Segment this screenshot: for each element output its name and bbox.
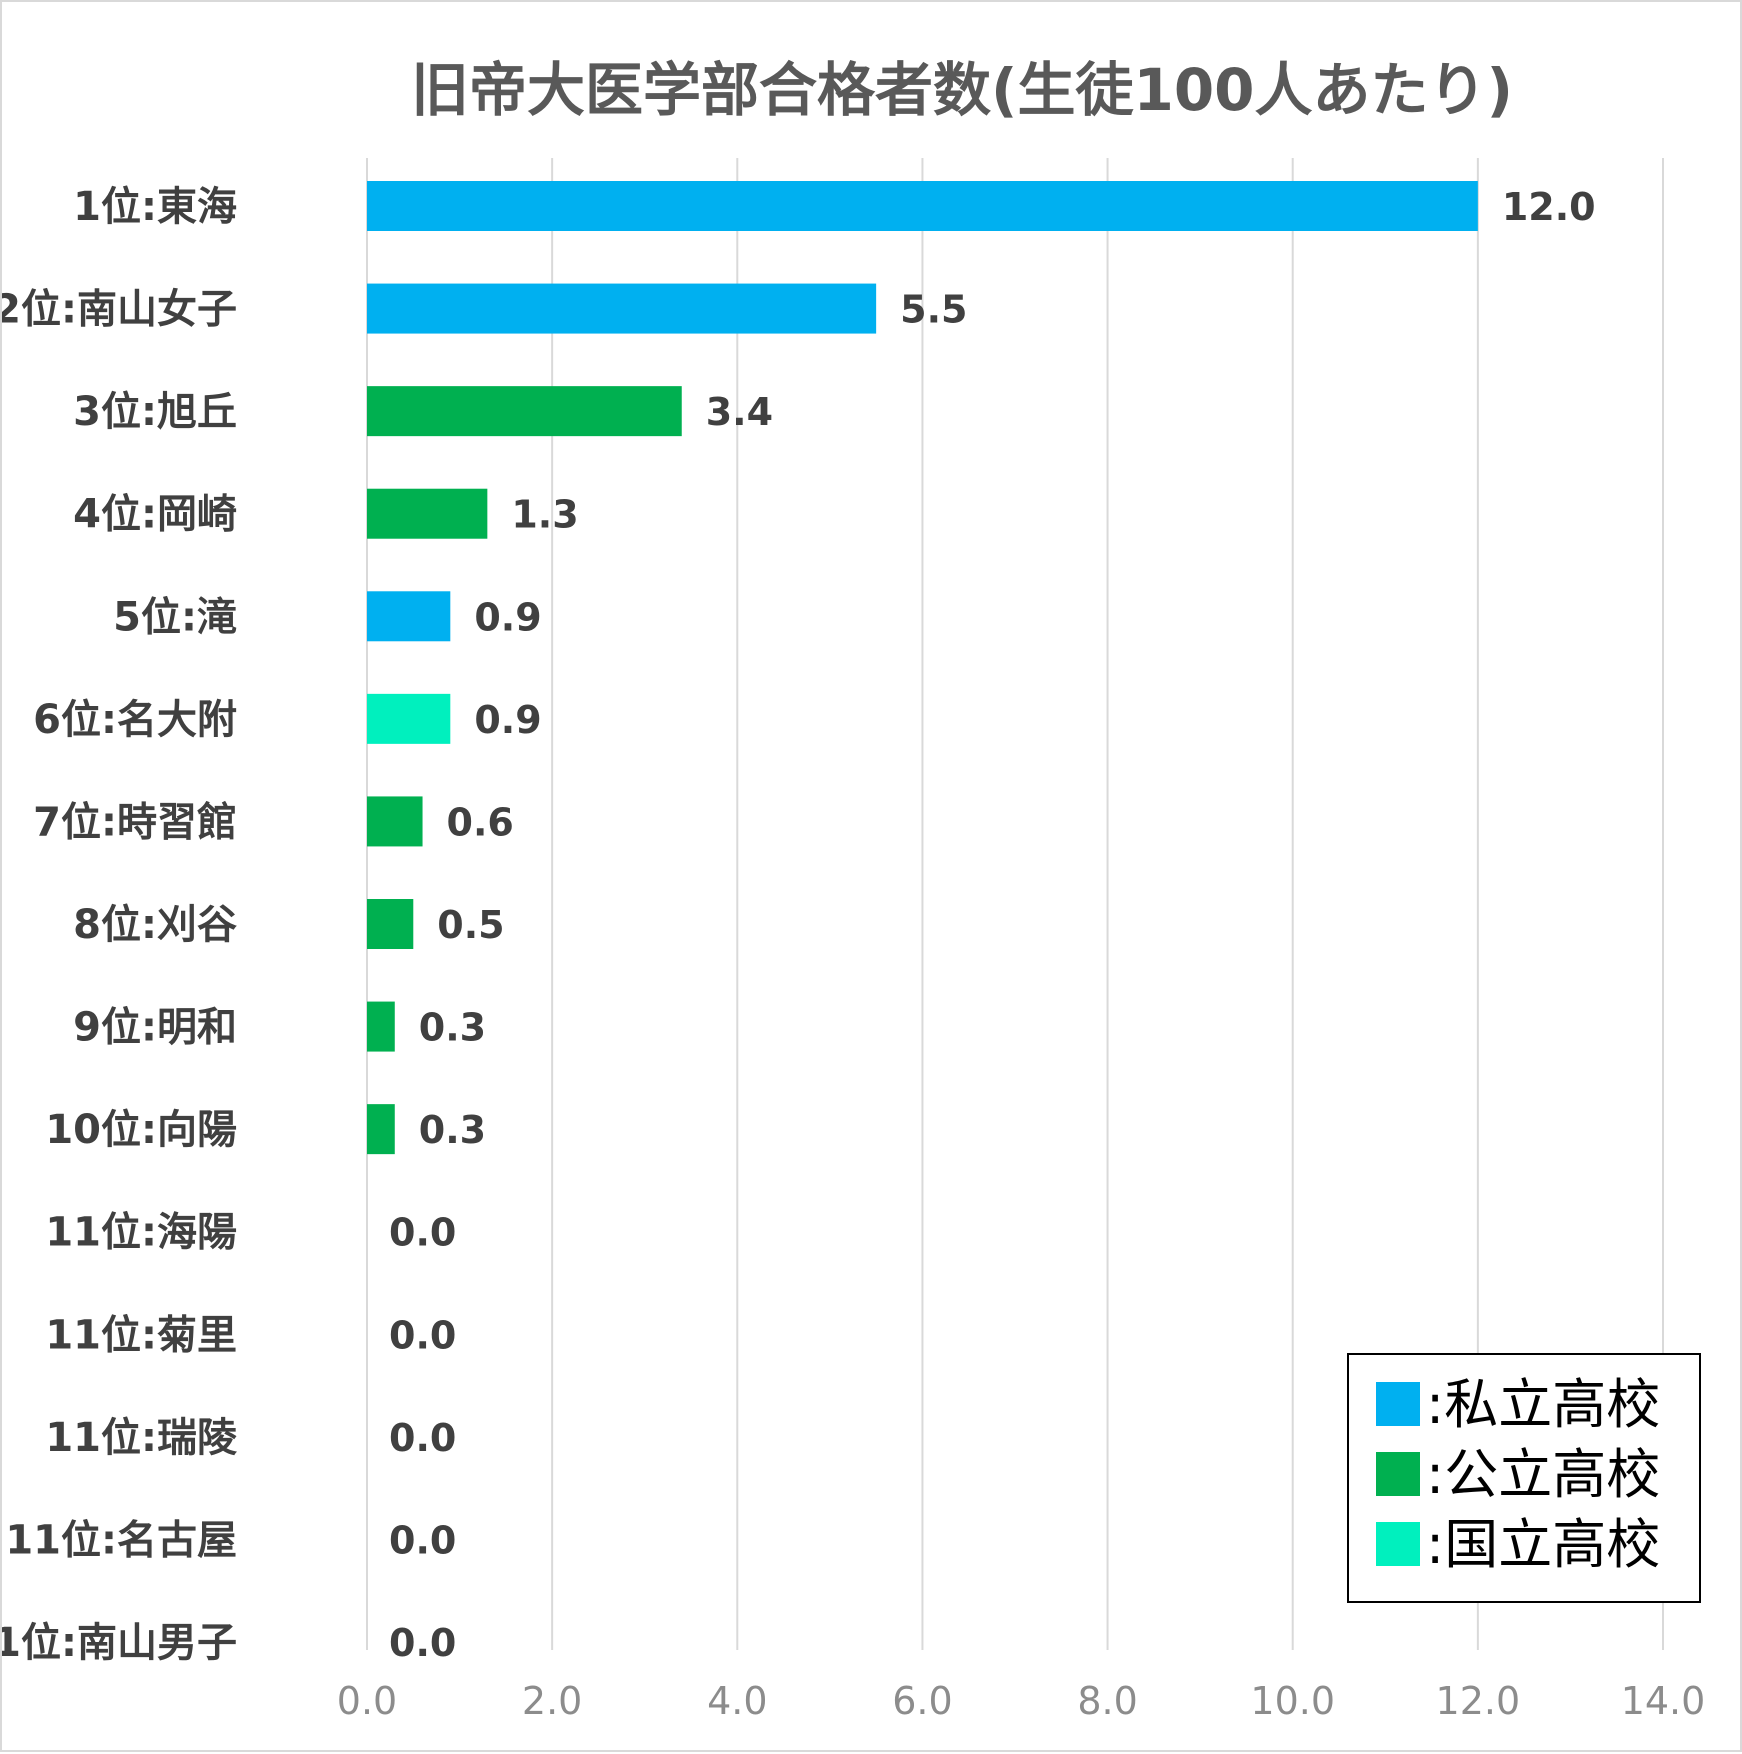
bar — [367, 899, 414, 949]
bar — [367, 283, 877, 334]
value-label: 0.0 — [389, 1313, 456, 1357]
value-label: 3.4 — [706, 390, 773, 434]
category-label: 11位:南山男子 — [2, 1620, 237, 1666]
x-tick-label: 14.0 — [1621, 1679, 1706, 1723]
category-label: 8位:刈谷 — [73, 902, 237, 948]
category-label: 2位:南山女子 — [2, 287, 237, 333]
value-label: 0.9 — [474, 698, 541, 742]
value-label: 1.3 — [511, 493, 578, 537]
value-label: 0.0 — [389, 1621, 456, 1665]
bar — [367, 796, 423, 847]
bar — [367, 591, 451, 642]
legend-swatch — [1376, 1452, 1420, 1496]
category-labels: 1位:東海 2位:南山女子 3位:旭丘 4位:岡崎 5位:滝 6位:名大附 7位:時習館 8位… — [2, 184, 237, 1666]
x-tick-label: 2.0 — [522, 1679, 582, 1723]
x-axis-ticks: 0.0 2.0 4.0 6.0 8.0 10.0 12.0 14.0 — [337, 1679, 1706, 1723]
x-tick-label: 0.0 — [337, 1679, 397, 1723]
value-label: 0.3 — [419, 1108, 486, 1152]
category-label: 7位:時習館 — [33, 799, 237, 845]
category-label: 1位:東海 — [73, 184, 237, 230]
category-label: 10位:向陽 — [45, 1107, 237, 1153]
x-tick-label: 10.0 — [1250, 1679, 1335, 1723]
value-label: 0.3 — [419, 1006, 486, 1050]
value-label: 0.9 — [474, 595, 541, 639]
category-label: 6位:名大附 — [33, 697, 237, 743]
legend: :私立高校 :公立高校 :国立高校 — [1347, 1353, 1701, 1603]
category-label: 5位:滝 — [113, 594, 237, 640]
legend-label: :公立高校 — [1426, 1443, 1660, 1506]
category-label: 4位:岡崎 — [73, 492, 237, 538]
x-tick-label: 8.0 — [1077, 1679, 1137, 1723]
chart-title: 旧帝大医学部合格者数(生徒100人あたり) — [411, 56, 1513, 124]
legend-swatch — [1376, 1382, 1420, 1426]
value-label: 12.0 — [1502, 185, 1596, 229]
value-labels: 12.0 5.5 3.4 1.3 0.9 0.9 0.6 0.5 0.3 0.3 0.0 0.0 0.0… — [389, 185, 1596, 1665]
x-tick-label: 4.0 — [707, 1679, 767, 1723]
legend-label: :国立高校 — [1426, 1513, 1660, 1576]
bar — [367, 1001, 395, 1052]
category-label: 11位:海陽 — [45, 1210, 237, 1256]
value-label: 0.0 — [389, 1416, 456, 1460]
value-label: 0.5 — [437, 903, 504, 947]
category-label: 3位:旭丘 — [73, 389, 237, 435]
category-label: 11位:瑞陵 — [45, 1415, 237, 1461]
legend-label: :私立高校 — [1426, 1373, 1660, 1436]
bars — [367, 181, 1478, 1155]
value-label: 0.0 — [389, 1518, 456, 1562]
category-label: 11位:菊里 — [45, 1312, 237, 1358]
bar — [367, 386, 682, 437]
value-label: 5.5 — [900, 288, 967, 332]
bar — [367, 693, 451, 744]
bar — [367, 1104, 395, 1155]
bar — [367, 488, 488, 539]
value-label: 0.6 — [447, 800, 514, 844]
x-tick-label: 6.0 — [892, 1679, 952, 1723]
category-label: 11位:名古屋 — [5, 1517, 237, 1563]
x-tick-label: 12.0 — [1436, 1679, 1521, 1723]
legend-swatch — [1376, 1522, 1420, 1566]
value-label: 0.0 — [389, 1211, 456, 1255]
category-label: 9位:明和 — [73, 1005, 237, 1051]
bar — [367, 181, 1478, 231]
